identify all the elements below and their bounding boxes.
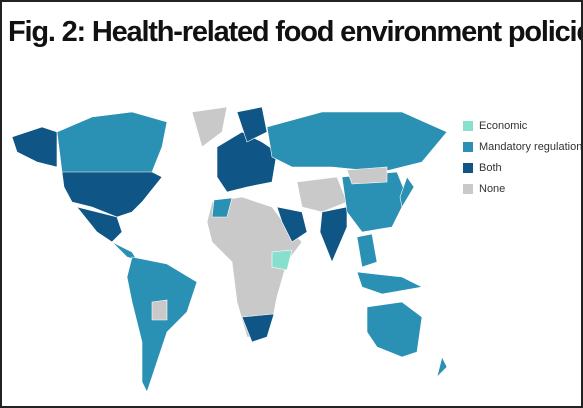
south-america <box>126 256 198 393</box>
legend-label: Both <box>479 162 502 174</box>
bolivia <box>151 299 168 321</box>
new-zealand <box>436 356 448 378</box>
morocco <box>211 197 233 218</box>
canada <box>56 111 168 178</box>
australia <box>366 301 423 358</box>
legend: Economic Mandatory regulations Both None <box>463 120 581 195</box>
usa <box>61 171 163 218</box>
legend-label: None <box>479 183 505 195</box>
legend-label: Mandatory regulations <box>479 141 581 153</box>
greenland <box>191 106 228 148</box>
india <box>319 206 348 263</box>
japan <box>399 176 415 208</box>
ethiopia <box>271 249 293 271</box>
south-africa <box>241 313 275 343</box>
central-asia <box>296 176 348 213</box>
scandinavia <box>236 106 268 143</box>
legend-swatch <box>463 184 473 194</box>
china <box>341 171 408 233</box>
alaska <box>11 126 58 168</box>
russia <box>266 111 448 173</box>
southeast-asia <box>356 233 378 268</box>
legend-swatch <box>463 163 473 173</box>
indonesia <box>356 271 423 295</box>
mexico <box>76 206 123 243</box>
africa <box>206 196 303 338</box>
mongolia <box>346 166 388 185</box>
countries <box>11 106 448 393</box>
legend-swatch <box>463 121 473 131</box>
figure-title: Fig. 2: Health-related food environment … <box>8 16 583 48</box>
legend-swatch <box>463 142 473 152</box>
legend-label: Economic <box>479 120 528 132</box>
saudi-arabia <box>276 206 308 243</box>
